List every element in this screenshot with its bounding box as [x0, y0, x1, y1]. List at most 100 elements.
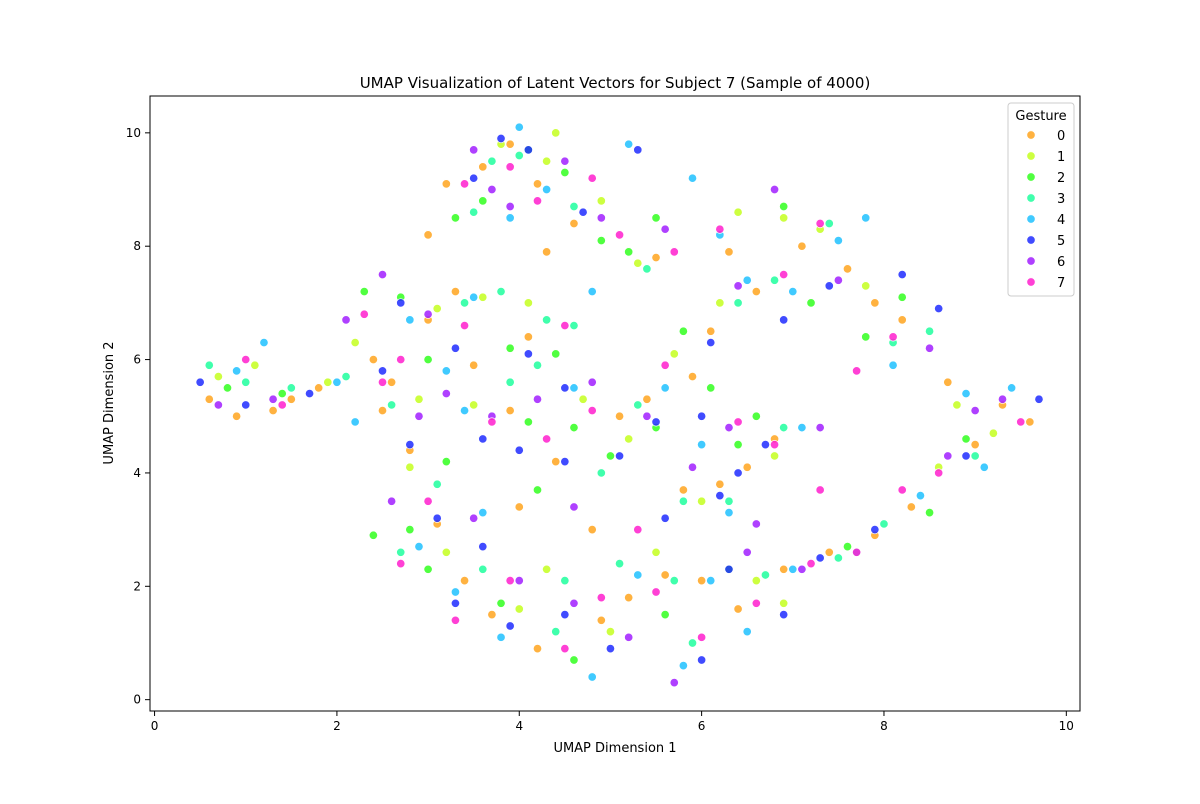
scatter-point-gesture-1: [596, 196, 606, 206]
scatter-point-gesture-7: [241, 355, 251, 365]
legend-box: [1007, 102, 1075, 297]
scatter-point-gesture-2: [496, 598, 506, 608]
scatter-point-gesture-2: [505, 343, 515, 353]
scatter-point-gesture-5: [469, 173, 479, 183]
scatter-point-gesture-7: [852, 366, 862, 376]
scatter-point-gesture-6: [387, 496, 397, 506]
scatter-point-gesture-7: [669, 247, 679, 257]
scatter-point-gesture-5: [523, 145, 533, 155]
scatter-point-gesture-7: [277, 400, 287, 410]
legend-label: 5: [1057, 234, 1065, 249]
scatter-point-gesture-6: [642, 411, 652, 421]
scatter-point-gesture-1: [605, 627, 615, 637]
scatter-point-gesture-3: [241, 377, 251, 387]
scatter-point-gesture-2: [523, 417, 533, 427]
scatter-point-gesture-2: [806, 298, 816, 308]
scatter-point-gesture-0: [587, 525, 597, 535]
scatter-point-gesture-3: [833, 553, 843, 563]
scatter-point-gesture-4: [724, 508, 734, 518]
scatter-point-gesture-7: [542, 434, 552, 444]
scatter-point-gesture-0: [687, 372, 698, 382]
chart-title: UMAP Visualization of Latent Vectors for…: [360, 74, 871, 92]
scatter-point-gesture-7: [651, 587, 661, 597]
scatter-point-gesture-4: [441, 366, 451, 376]
scatter-point-gesture-1: [405, 462, 415, 472]
scatter-point-gesture-4: [888, 360, 898, 370]
scatter-point-gesture-7: [715, 224, 725, 234]
legend-marker: [1026, 172, 1036, 182]
scatter-point-gesture-2: [368, 530, 378, 540]
scatter-point-gesture-4: [332, 377, 342, 387]
scatter-point-gesture-6: [414, 411, 424, 421]
scatter-point-gesture-2: [660, 610, 670, 620]
plot-frame: [149, 95, 1081, 712]
scatter-point-gesture-5: [733, 468, 743, 478]
scatter-point-gesture-5: [450, 598, 460, 608]
scatter-point-gesture-2: [405, 525, 415, 535]
scatter-point-gesture-7: [934, 468, 944, 478]
scatter-point-gesture-5: [779, 315, 789, 325]
scatter-point-gesture-4: [788, 564, 798, 574]
scatter-point-gesture-2: [751, 411, 761, 421]
scatter-point-gesture-4: [542, 184, 552, 195]
y-tick-label: 0: [133, 693, 141, 707]
scatter-point-gesture-7: [615, 230, 625, 240]
scatter-point-gesture-3: [669, 576, 679, 586]
x-axis-label: UMAP Dimension 1: [553, 741, 676, 756]
scatter-point-gesture-7: [897, 485, 907, 495]
scatter-point-gesture-3: [779, 423, 789, 433]
scatter-point-gesture-0: [624, 593, 634, 603]
scatter-point-gesture-0: [469, 360, 479, 370]
scatter-point-gesture-3: [633, 400, 643, 410]
scatter-point-gesture-4: [587, 672, 597, 682]
scatter-point-gesture-6: [833, 275, 843, 285]
scatter-point-gesture-1: [323, 377, 333, 387]
scatter-point-gesture-0: [487, 610, 497, 620]
scatter-point-gesture-6: [770, 184, 780, 195]
scatter-point-gesture-6: [733, 281, 743, 291]
scatter-point-gesture-6: [505, 201, 515, 212]
scatter-point-gesture-3: [286, 383, 296, 393]
scatter-point-gesture-3: [387, 400, 397, 410]
scatter-point-gesture-3: [569, 201, 579, 212]
scatter-point-gesture-4: [742, 275, 752, 285]
scatter-point-gesture-7: [505, 162, 515, 172]
scatter-point-gesture-2: [651, 213, 661, 223]
scatter-point-gesture-7: [779, 269, 789, 280]
scatter-point-gesture-1: [697, 496, 707, 506]
scatter-point-gesture-0: [286, 394, 296, 404]
scatter-point-gesture-6: [943, 451, 953, 461]
scatter-point-gesture-1: [861, 281, 871, 291]
scatter-point-gesture-6: [213, 400, 223, 410]
scatter-point-gesture-7: [596, 593, 606, 603]
scatter-point-gesture-7: [396, 355, 406, 365]
scatter-point-gesture-7: [423, 496, 433, 506]
scatter-point-gesture-0: [615, 411, 625, 421]
scatter-point-gesture-7: [560, 644, 570, 654]
scatter-point-gesture-3: [724, 496, 734, 506]
scatter-point-gesture-0: [970, 440, 980, 450]
scatter-point-gesture-5: [523, 349, 533, 359]
scatter-point-gesture-2: [842, 542, 853, 552]
scatter-point-gesture-7: [806, 559, 816, 569]
scatter-point-gesture-2: [605, 451, 615, 461]
scatter-point-gesture-5: [660, 513, 670, 523]
scatter-point-gesture-6: [514, 576, 524, 586]
legend-label: 3: [1057, 192, 1065, 207]
scatter-point-gesture-0: [478, 162, 488, 172]
scatter-point-gesture-5: [870, 525, 880, 535]
scatter-point-gesture-0: [697, 576, 707, 586]
scatter-point-gesture-4: [478, 508, 488, 518]
scatter-point-gesture-4: [861, 213, 871, 223]
scatter-point-gesture-2: [596, 235, 606, 246]
scatter-point-gesture-0: [441, 179, 451, 189]
scatter-point-gesture-1: [624, 434, 634, 444]
scatter-point-gesture-2: [441, 457, 451, 467]
scatter-point-gesture-3: [341, 372, 351, 382]
scatter-point-gesture-1: [542, 564, 552, 574]
scatter-point-gesture-0: [532, 179, 543, 189]
scatter-point-gesture-3: [879, 519, 889, 529]
scatter-point-gesture-3: [569, 321, 579, 331]
scatter-point-gesture-2: [277, 389, 287, 399]
